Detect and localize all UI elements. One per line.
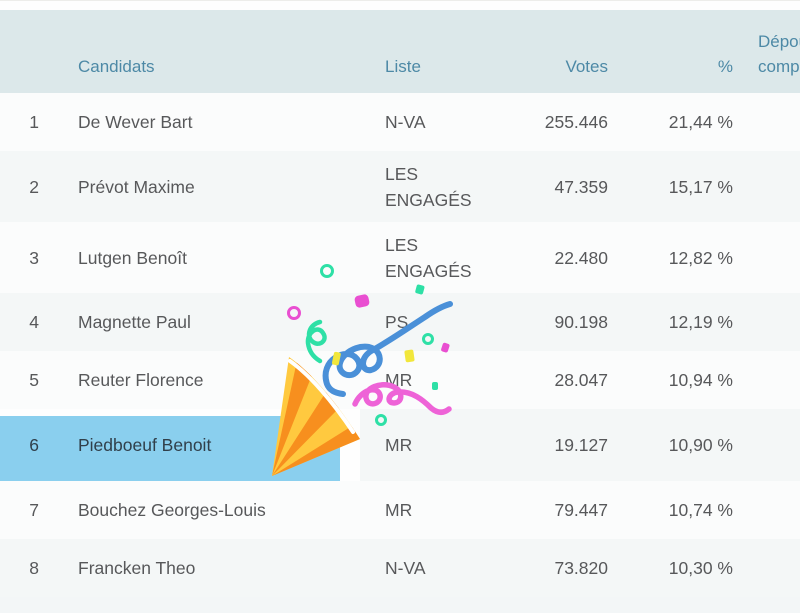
column-header-percent: % (620, 10, 745, 93)
percent-cell: 10,30 % (620, 539, 745, 597)
column-header-votes: Votes (470, 10, 620, 93)
header-row: Candidats Liste Votes % Dépouillement co… (0, 10, 800, 93)
depouillement-cell (745, 351, 800, 409)
table-row[interactable]: 3 Lutgen Benoît LES ENGAGÉS 22.480 12,82… (0, 222, 800, 293)
percent-cell: 15,17 % (620, 151, 745, 222)
percent-cell: 12,19 % (620, 293, 745, 351)
votes-cell: 22.480 (470, 222, 620, 293)
depouillement-cell (745, 151, 800, 222)
liste-cell: N-VA (360, 93, 470, 151)
candidate-name-cell: Prévot Maxime (56, 151, 360, 222)
rank-cell: 8 (0, 539, 56, 597)
depouillement-cell (745, 222, 800, 293)
votes-cell: 255.446 (470, 93, 620, 151)
column-header-depouillement: Dépouillement complet (745, 10, 800, 93)
candidate-name-cell: Reuter Florence (56, 351, 360, 409)
candidate-name-cell: Piedboeuf Benoit (78, 435, 212, 455)
rank-cell: 1 (0, 93, 56, 151)
votes-cell: 73.820 (470, 539, 620, 597)
liste-cell: LES ENGAGÉS (360, 222, 472, 293)
table-row (0, 597, 800, 613)
votes-cell: 19.127 (470, 409, 620, 481)
rank-cell: 5 (0, 351, 56, 409)
rank-cell: 6 (29, 435, 39, 455)
liste-cell: PS (360, 293, 470, 351)
column-header-rank (0, 10, 56, 93)
votes-cell: 28.047 (470, 351, 620, 409)
table-row[interactable]: 4 Magnette Paul PS 90.198 12,19 % (0, 293, 800, 351)
depouillement-cell (745, 481, 800, 539)
candidate-name-cell: Lutgen Benoît (56, 222, 360, 293)
results-table-container: Candidats Liste Votes % Dépouillement co… (0, 10, 800, 613)
candidate-name-cell: Francken Theo (56, 539, 360, 597)
liste-cell: MR (360, 409, 470, 481)
table-row[interactable]: 1 De Wever Bart N-VA 255.446 21,44 % (0, 93, 800, 151)
candidate-name-cell: Bouchez Georges-Louis (56, 481, 360, 539)
table-row[interactable]: 5 Reuter Florence MR 28.047 10,94 % (0, 351, 800, 409)
liste-cell: N-VA (360, 539, 470, 597)
percent-cell: 10,94 % (620, 351, 745, 409)
liste-cell: MR (360, 351, 470, 409)
rank-cell: 3 (0, 222, 56, 293)
rank-cell: 4 (0, 293, 56, 351)
depouillement-cell (745, 293, 800, 351)
votes-cell: 79.447 (470, 481, 620, 539)
depouillement-cell (745, 409, 800, 481)
rank-cell: 7 (0, 481, 56, 539)
column-header-candidats: Candidats (56, 10, 360, 93)
candidate-name-cell: De Wever Bart (56, 93, 360, 151)
depouillement-cell (745, 539, 800, 597)
rank-cell: 2 (0, 151, 56, 222)
table-row[interactable]: 7 Bouchez Georges-Louis MR 79.447 10,74 … (0, 481, 800, 539)
table-row-selected[interactable]: 6 Piedboeuf Benoit MR 19.127 10,90 % (0, 409, 800, 481)
liste-cell: LES ENGAGÉS (360, 151, 472, 222)
percent-cell: 10,74 % (620, 481, 745, 539)
table-row[interactable]: 8 Francken Theo N-VA 73.820 10,30 % (0, 539, 800, 597)
percent-cell: 12,82 % (620, 222, 745, 293)
candidate-name-cell: Magnette Paul (56, 293, 360, 351)
percent-cell: 10,90 % (620, 409, 745, 481)
top-divider (0, 0, 800, 1)
percent-cell: 21,44 % (620, 93, 745, 151)
results-table: Candidats Liste Votes % Dépouillement co… (0, 10, 800, 613)
votes-cell: 90.198 (470, 293, 620, 351)
column-header-liste: Liste (360, 10, 470, 93)
table-row[interactable]: 2 Prévot Maxime LES ENGAGÉS 47.359 15,17… (0, 151, 800, 222)
liste-cell: MR (360, 481, 470, 539)
depouillement-cell (745, 93, 800, 151)
votes-cell: 47.359 (470, 151, 620, 222)
